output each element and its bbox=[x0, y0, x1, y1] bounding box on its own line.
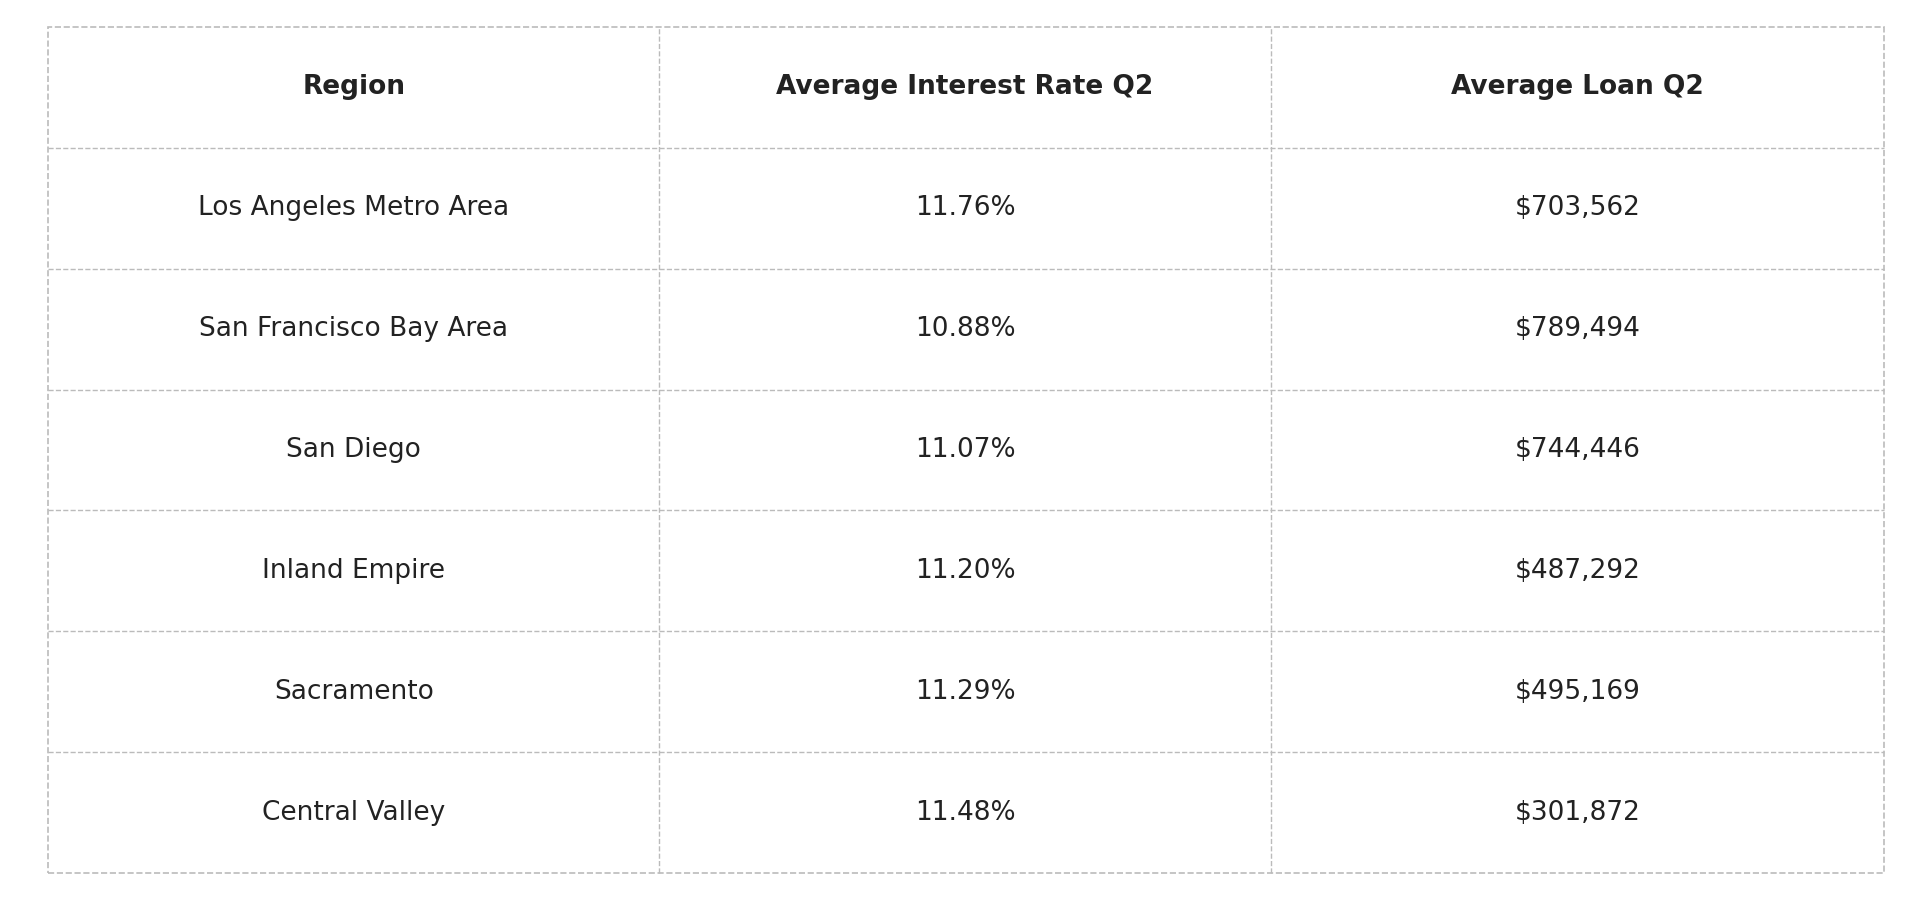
Text: Average Interest Rate Q2: Average Interest Rate Q2 bbox=[777, 75, 1153, 101]
Text: $487,292: $487,292 bbox=[1515, 558, 1640, 584]
Text: $495,169: $495,169 bbox=[1515, 679, 1640, 705]
Text: 11.07%: 11.07% bbox=[914, 437, 1016, 463]
Text: Los Angeles Metro Area: Los Angeles Metro Area bbox=[199, 195, 510, 221]
Text: $789,494: $789,494 bbox=[1515, 316, 1640, 342]
Text: $744,446: $744,446 bbox=[1515, 437, 1640, 463]
Text: 11.20%: 11.20% bbox=[914, 558, 1016, 584]
Text: San Diego: San Diego bbox=[286, 437, 421, 463]
Text: Inland Empire: Inland Empire bbox=[263, 558, 446, 584]
Text: $703,562: $703,562 bbox=[1515, 195, 1640, 221]
Text: San Francisco Bay Area: San Francisco Bay Area bbox=[199, 316, 508, 342]
Text: $301,872: $301,872 bbox=[1515, 799, 1640, 825]
Text: 10.88%: 10.88% bbox=[914, 316, 1016, 342]
Text: Region: Region bbox=[303, 75, 406, 101]
Text: Average Loan Q2: Average Loan Q2 bbox=[1451, 75, 1704, 101]
Text: Sacramento: Sacramento bbox=[274, 679, 435, 705]
Text: Central Valley: Central Valley bbox=[263, 799, 446, 825]
Text: 11.48%: 11.48% bbox=[914, 799, 1016, 825]
Text: 11.29%: 11.29% bbox=[914, 679, 1016, 705]
Text: 11.76%: 11.76% bbox=[914, 195, 1016, 221]
